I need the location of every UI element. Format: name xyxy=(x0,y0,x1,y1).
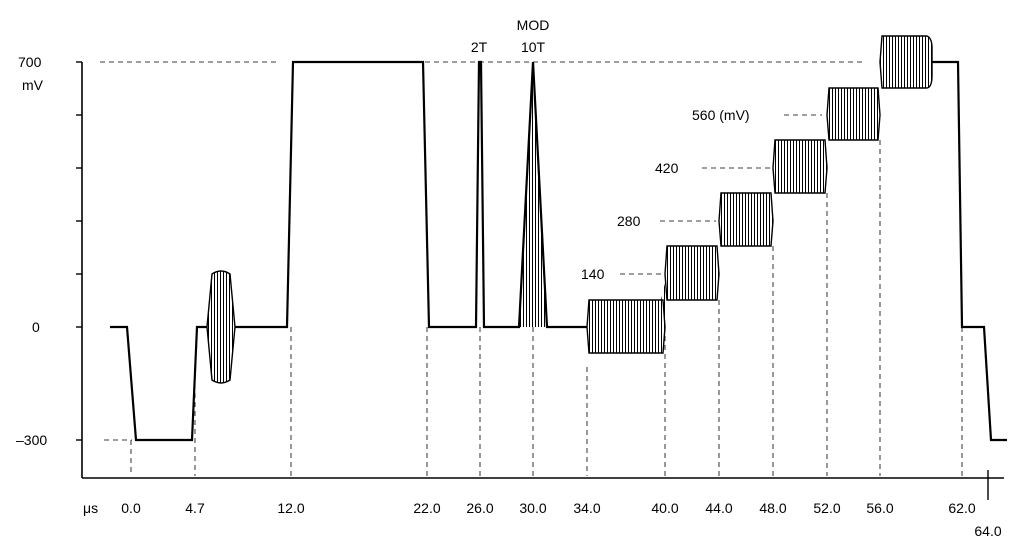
vertical-guides xyxy=(130,140,963,476)
label-10t: 10T xyxy=(521,39,546,55)
x-label-64: 64.0 xyxy=(974,523,1001,539)
label-step-560: 560 (mV) xyxy=(692,107,750,123)
y-label-0: 0 xyxy=(32,319,40,335)
label-step-280: 280 xyxy=(617,213,641,229)
y-axis-ticks xyxy=(76,61,82,441)
staircase-step-2 xyxy=(718,192,774,247)
mod-10t-fill xyxy=(519,62,547,327)
x-label-56: 56.0 xyxy=(866,500,893,516)
label-2t: 2T xyxy=(471,39,488,55)
staircase-step-3 xyxy=(772,139,828,194)
x-label-0: 0.0 xyxy=(121,500,141,516)
horizontal-guides xyxy=(100,61,862,441)
label-mod: MOD xyxy=(517,17,550,33)
mod-10t-outline xyxy=(518,61,548,328)
x-label-44: 44.0 xyxy=(705,500,732,516)
x-label-62: 62.0 xyxy=(948,500,975,516)
label-step-420: 420 xyxy=(655,160,679,176)
y-label-700: 700 xyxy=(18,54,42,70)
label-step-140: 140 xyxy=(581,266,605,282)
x-label-30: 30.0 xyxy=(519,500,546,516)
y-label-neg300: –300 xyxy=(16,432,47,448)
staircase-step-0-outline xyxy=(586,299,666,354)
staircase-step-5 xyxy=(879,35,933,89)
x-label-22: 22.0 xyxy=(413,500,440,516)
staircase-step-4 xyxy=(826,87,881,141)
color-burst xyxy=(206,270,236,384)
x-label-52: 52.0 xyxy=(813,500,840,516)
x-label-34: 34.0 xyxy=(573,500,600,516)
y-label-unit: mV xyxy=(22,77,44,93)
x-label-40: 40.0 xyxy=(651,500,678,516)
x-label-12: 12.0 xyxy=(277,500,304,516)
x-label-unit: μs xyxy=(83,500,98,516)
x-label-48: 48.0 xyxy=(759,500,786,516)
x-label-4-7: 4.7 xyxy=(185,500,205,516)
staircase-step-1 xyxy=(664,245,720,301)
x-label-26: 26.0 xyxy=(466,500,493,516)
